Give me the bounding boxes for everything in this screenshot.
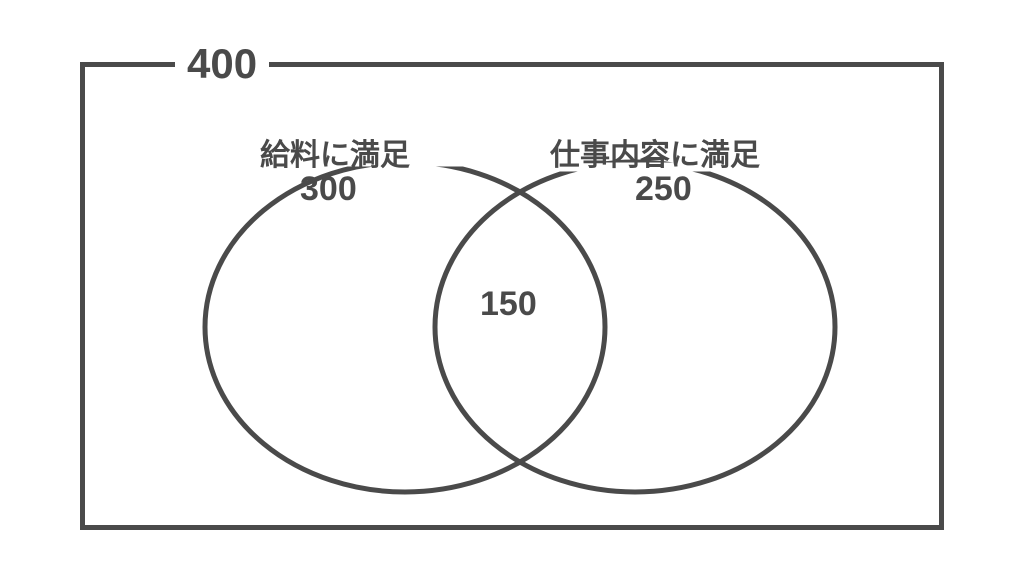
set-a-circle: [205, 162, 605, 492]
set-a-label: 給料に満足: [260, 130, 410, 174]
venn-diagram: 400 給料に満足 300 仕事内容に満足 250 150: [80, 40, 944, 530]
set-b-circle: [435, 162, 835, 492]
set-b-label: 仕事内容に満足: [550, 130, 760, 174]
intersection-label: 150: [480, 285, 537, 324]
set-b-count: 250: [635, 170, 692, 209]
set-a-count: 300: [300, 170, 357, 209]
